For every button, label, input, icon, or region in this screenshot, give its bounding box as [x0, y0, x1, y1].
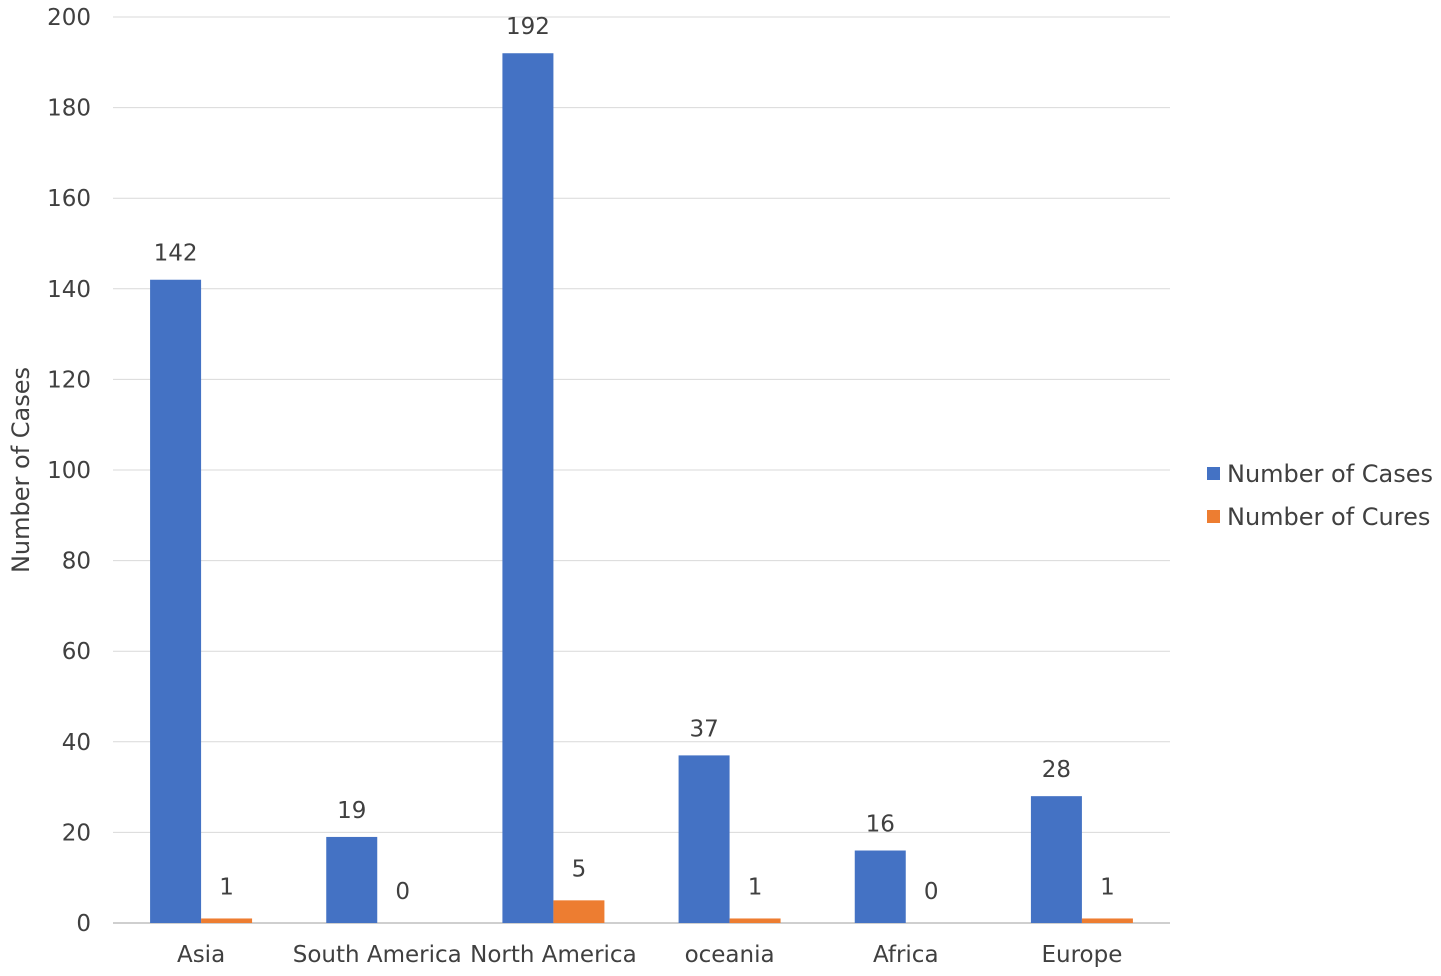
data-label: 1: [1100, 874, 1115, 900]
y-tick-label: 200: [47, 5, 91, 31]
data-label: 0: [924, 879, 939, 905]
legend-item-cases: Number of Cases: [1207, 452, 1433, 495]
y-tick-label: 20: [62, 820, 91, 846]
data-label: 1: [219, 874, 234, 900]
y-tick-label: 160: [47, 186, 91, 212]
bar-cases: [150, 279, 202, 923]
x-tick-label: Asia: [177, 942, 225, 968]
y-axis-ticks: 0 20 40 60 80 100 120 140 160 180 200: [47, 5, 91, 937]
x-tick-label: Europe: [1041, 942, 1122, 968]
data-label: 0: [395, 879, 410, 905]
legend-swatch-cures: [1207, 510, 1220, 523]
y-tick-label: 100: [47, 458, 91, 484]
data-label: 5: [572, 856, 587, 882]
bar-cures: [201, 918, 253, 923]
y-axis-label: Number of Cases: [7, 366, 35, 574]
x-axis-labels: Asia South America North America oceania Afr…: [177, 942, 1122, 968]
legend-item-cures: Number of Cures: [1207, 495, 1433, 538]
y-tick-label: 60: [62, 639, 91, 665]
bar-cures: [1081, 918, 1133, 923]
y-tick-label: 80: [62, 549, 91, 575]
bar-cures: [553, 900, 605, 923]
data-label: 28: [1042, 757, 1071, 783]
x-tick-label: Africa: [873, 942, 939, 968]
gridlines: [113, 16, 1170, 924]
bar-cases: [326, 836, 378, 923]
data-label: 19: [337, 798, 366, 824]
bar-cases: [678, 755, 730, 923]
bar-cases: [502, 53, 554, 924]
x-tick-label: North America: [470, 942, 637, 968]
data-label: 37: [689, 716, 718, 742]
legend: Number of Cases Number of Cures: [1207, 452, 1433, 538]
data-label: 192: [506, 14, 550, 40]
y-tick-label: 120: [47, 367, 91, 393]
bar-cases: [1030, 796, 1082, 923]
bar-cures: [729, 918, 781, 923]
x-tick-label: South America: [293, 942, 462, 968]
data-label: 16: [866, 812, 895, 838]
legend-label-cases: Number of Cases: [1227, 459, 1434, 488]
legend-swatch-cases: [1207, 467, 1220, 480]
y-tick-label: 40: [62, 730, 91, 756]
legend-label-cures: Number of Cures: [1227, 502, 1431, 531]
y-tick-label: 0: [76, 911, 91, 937]
data-label: 142: [154, 241, 198, 267]
data-label: 1: [748, 874, 763, 900]
bars: 142 1 19 0 192 5 37 1 16 0 28 1: [150, 14, 1133, 924]
y-tick-label: 140: [47, 277, 91, 303]
y-tick-label: 180: [47, 96, 91, 122]
bar-cases: [854, 850, 906, 923]
x-tick-label: oceania: [685, 942, 775, 968]
